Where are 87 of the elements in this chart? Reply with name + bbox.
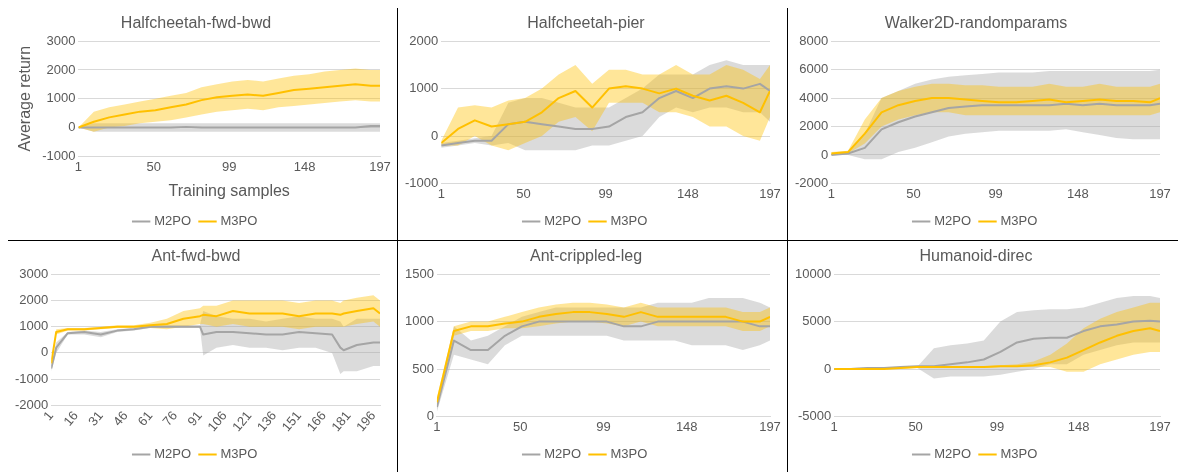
y-tick-label: 1000 <box>46 90 76 106</box>
legend-label: M2PO <box>544 213 581 229</box>
y-tick-label: 0 <box>68 119 76 135</box>
legend-label: M2PO <box>544 446 581 462</box>
x-tick-label: 148 <box>293 158 316 174</box>
y-tick-label: 5000 <box>802 313 832 329</box>
y-axis-title: Average return <box>16 45 34 152</box>
y-tick-label: -2000 <box>15 396 49 412</box>
x-tick-label: 76 <box>159 407 181 429</box>
x-tick-label: 181 <box>328 407 354 435</box>
y-tick-label: 1000 <box>19 318 49 334</box>
x-tick-label: 151 <box>278 407 305 435</box>
x-tick-label: 99 <box>598 185 613 201</box>
x-tick-label: 50 <box>908 418 923 434</box>
x-tick-label: 136 <box>253 407 280 435</box>
x-tick-label: 1 <box>827 185 835 201</box>
legend-label: M3PO <box>610 213 648 229</box>
chart-title: Halfcheetah-pier <box>527 14 646 32</box>
x-tick-label: 197 <box>759 418 781 434</box>
x-tick-label: 197 <box>759 185 781 201</box>
legend-label: M2PO <box>934 213 971 229</box>
x-tick-label: 106 <box>204 407 230 435</box>
x-tick-label: 50 <box>512 418 528 434</box>
y-tick-label: 0 <box>426 407 434 423</box>
x-tick-label: 197 <box>1149 418 1171 434</box>
x-tick-label: 197 <box>1149 185 1171 201</box>
x-tick-label: 99 <box>596 418 611 434</box>
legend-label: M2PO <box>154 213 191 229</box>
legend-label: M3PO <box>1000 213 1038 229</box>
y-tick-label: 8000 <box>799 32 829 48</box>
y-tick-label: 2000 <box>409 32 439 48</box>
x-tick-label: 50 <box>146 158 162 174</box>
y-tick-label: 0 <box>821 146 829 162</box>
x-tick-label: 1 <box>437 185 445 201</box>
x-tick-label: 91 <box>184 407 205 429</box>
legend-label: M2PO <box>154 446 191 462</box>
x-tick-label: 1 <box>830 418 838 434</box>
legend-label: M2PO <box>934 446 971 462</box>
x-tick-label: 99 <box>988 185 1003 201</box>
x-tick-label: 166 <box>303 407 329 435</box>
legend-label: M3PO <box>1000 446 1038 462</box>
x-tick-label: 148 <box>1067 418 1090 434</box>
y-tick-label: 0 <box>431 127 439 143</box>
x-tick-label: 1 <box>433 418 441 434</box>
y-tick-label: 1000 <box>409 80 439 96</box>
x-tick-label: 196 <box>353 407 379 435</box>
y-tick-label: 0 <box>823 360 832 376</box>
y-tick-label: 4000 <box>799 89 829 105</box>
legend-label: M3PO <box>220 213 258 229</box>
legend-label: M3PO <box>610 446 648 462</box>
x-tick-label: 197 <box>369 158 391 174</box>
x-tick-label: 16 <box>60 407 82 429</box>
x-tick-label: 99 <box>989 418 1005 434</box>
x-tick-label: 99 <box>221 158 237 174</box>
chart-title: Halfcheetah-fwd-bwd <box>120 14 272 32</box>
y-tick-label: 2000 <box>19 292 49 308</box>
y-tick-label: 1000 <box>405 313 434 329</box>
x-tick-label: 121 <box>229 407 255 435</box>
chart-title: Ant-crippled-leg <box>529 247 643 265</box>
x-tick-label: 50 <box>906 185 921 201</box>
x-tick-label: 148 <box>676 185 699 201</box>
y-tick-label: 3000 <box>19 265 49 281</box>
chart-title: Walker2D-randomparams <box>884 14 1068 32</box>
y-tick-label: -1000 <box>42 147 76 163</box>
y-tick-label: -5000 <box>797 407 832 423</box>
y-tick-label: 2000 <box>46 61 76 77</box>
x-tick-label: 31 <box>85 407 106 429</box>
y-tick-label: 6000 <box>799 61 829 77</box>
y-tick-label: 500 <box>412 360 434 376</box>
x-tick-label: 50 <box>516 185 531 201</box>
x-tick-label: 1 <box>74 158 83 174</box>
x-tick-label: 148 <box>1066 185 1089 201</box>
y-tick-label: -1000 <box>15 370 49 386</box>
x-tick-label: 46 <box>109 407 131 429</box>
x-axis-title: Training samples <box>168 181 290 199</box>
x-tick-label: 148 <box>675 418 698 434</box>
chart-title: Ant-fwd-bwd <box>151 247 241 265</box>
y-tick-label: 0 <box>41 344 49 360</box>
chart-title: Humanoid-direc <box>919 247 1033 265</box>
y-tick-label: -1000 <box>405 174 439 190</box>
y-tick-label: 3000 <box>46 32 76 48</box>
legend-label: M3PO <box>220 446 258 462</box>
y-tick-label: -2000 <box>795 174 829 190</box>
y-tick-label: 2000 <box>799 118 829 134</box>
y-tick-label: 1500 <box>405 265 434 281</box>
y-tick-label: 10000 <box>794 265 832 281</box>
x-tick-label: 61 <box>134 407 156 429</box>
